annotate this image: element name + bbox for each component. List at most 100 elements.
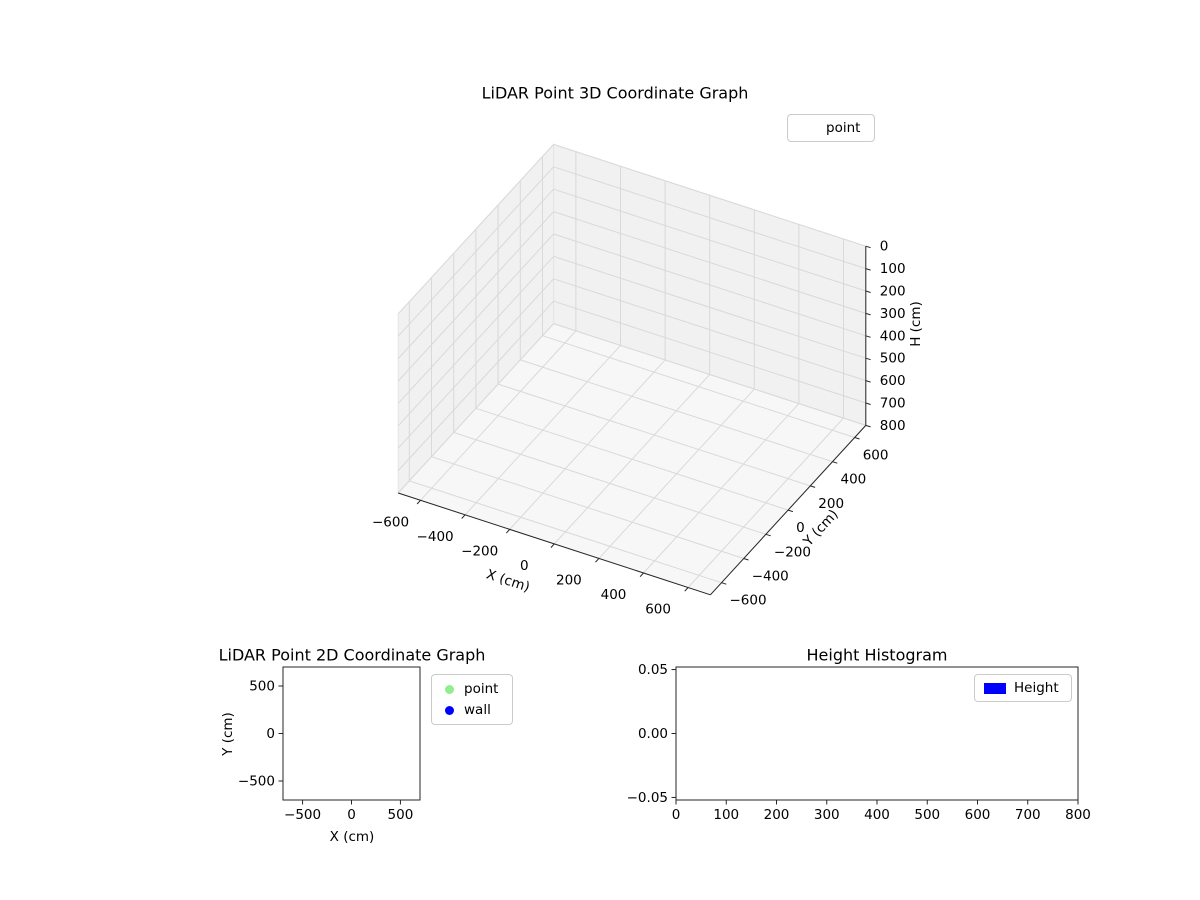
tick-mark xyxy=(865,424,871,428)
z-tick-label: 300 xyxy=(880,306,906,322)
x-tick-label: 400 xyxy=(864,807,890,823)
tick-mark xyxy=(865,245,871,249)
legend-label-wall: wall xyxy=(464,702,491,718)
x-tick-label: 0 xyxy=(520,558,529,574)
x-tick-label: −400 xyxy=(417,529,454,545)
tick-mark xyxy=(416,499,421,505)
grid-line-z xyxy=(397,278,554,449)
tick-mark xyxy=(865,357,871,361)
x-tick-label: 800 xyxy=(1065,807,1091,823)
y-tick-label: 0 xyxy=(796,520,805,536)
grid-line-y xyxy=(475,407,789,511)
tick-mark xyxy=(865,380,871,383)
histogram-title: Height Histogram xyxy=(806,645,948,665)
legend-item-height: Height xyxy=(984,680,1059,696)
legend-label-height: Height xyxy=(1014,680,1059,696)
x-tick-label: 600 xyxy=(965,807,991,823)
grid-line-y xyxy=(497,383,811,487)
grid-line-y xyxy=(542,335,855,438)
legend-item-wall: wall xyxy=(441,702,498,718)
tick-mark xyxy=(595,558,600,563)
grid-line-z xyxy=(397,323,554,494)
x-tick-label: 300 xyxy=(814,807,840,823)
tick-mark xyxy=(854,437,860,440)
y-tick-label: −500 xyxy=(238,774,275,790)
tick-mark xyxy=(765,533,771,537)
y-tick-label: −600 xyxy=(730,593,767,609)
grid-line-z xyxy=(553,255,866,359)
tick-mark xyxy=(639,572,644,578)
y-tick-label: 500 xyxy=(249,679,275,695)
y-tick-label: 400 xyxy=(841,472,867,488)
tick-mark xyxy=(550,543,555,548)
plot2d-legend: point wall xyxy=(431,674,514,725)
grid-line-z xyxy=(397,166,554,337)
grid-line-z xyxy=(553,188,866,292)
tick-mark xyxy=(865,268,871,271)
tick-mark xyxy=(787,509,794,513)
grid-line-z xyxy=(397,188,554,359)
grid-line-z xyxy=(397,211,554,382)
y-tick-label: −400 xyxy=(752,568,789,584)
grid-line-y xyxy=(409,480,722,584)
grid-line-z xyxy=(553,143,866,247)
plot3d-zlabel: H (cm) xyxy=(908,301,924,347)
z-tick-label: 800 xyxy=(880,418,906,434)
x-tick-label: 0 xyxy=(672,807,681,823)
grid-line-z xyxy=(397,233,554,404)
plot2d-ylabel: Y (cm) xyxy=(220,712,236,756)
tick-mark xyxy=(810,485,816,488)
x-tick-label: −600 xyxy=(372,514,409,530)
x-tick-label: 400 xyxy=(601,587,627,603)
height-swatch-icon xyxy=(984,682,1006,694)
plot2d-title: LiDAR Point 2D Coordinate Graph xyxy=(218,645,486,665)
y-tick-label: 200 xyxy=(818,496,844,512)
legend-item-point: point xyxy=(441,681,498,697)
legend-label-point: point xyxy=(826,120,861,136)
histogram-legend: Height xyxy=(974,674,1072,702)
x-tick-label: −500 xyxy=(284,807,321,823)
x-tick-label: 200 xyxy=(764,807,790,823)
y-tick-label: −200 xyxy=(774,544,811,560)
x-tick-label: 100 xyxy=(713,807,739,823)
tick-mark xyxy=(865,312,871,316)
grid-line-z xyxy=(553,323,866,426)
grid-line-z xyxy=(397,144,554,315)
grid-line-y xyxy=(520,359,833,463)
x-tick-label: 0 xyxy=(347,807,356,823)
plot3d-legend: point xyxy=(787,114,876,142)
grid-line-z xyxy=(553,166,866,270)
tick-mark xyxy=(865,402,871,405)
z-tick-label: 700 xyxy=(880,395,906,411)
plot3d-title: LiDAR Point 3D Coordinate Graph xyxy=(481,83,749,103)
grid-line-z xyxy=(553,300,866,404)
x-tick-label: 500 xyxy=(388,807,414,823)
tick-mark xyxy=(461,514,466,519)
y-tick-label: −0.05 xyxy=(627,790,668,806)
x-tick-label: 600 xyxy=(645,602,671,618)
grid-line-z xyxy=(553,211,866,314)
grid-line-y xyxy=(431,456,744,559)
tick-mark xyxy=(832,461,838,464)
y-tick-label: 0 xyxy=(266,726,275,742)
x-tick-label: 500 xyxy=(914,807,940,823)
tick-mark xyxy=(721,582,727,585)
y-tick-label: 600 xyxy=(863,447,889,463)
tick-mark xyxy=(684,587,689,592)
wall-marker-icon xyxy=(445,705,454,715)
grid-line-z xyxy=(553,278,866,382)
grid-line-z xyxy=(553,233,866,337)
z-tick-label: 500 xyxy=(880,351,906,367)
x-tick-label: 700 xyxy=(1015,807,1041,823)
point-marker-icon xyxy=(445,684,454,694)
z-tick-label: 100 xyxy=(880,261,906,277)
plot2d-xlabel: X (cm) xyxy=(329,829,375,845)
grid-line-z xyxy=(397,300,554,471)
tick-mark xyxy=(865,335,871,338)
tick-mark xyxy=(865,290,871,293)
grid-line-y xyxy=(453,432,767,535)
z-tick-label: 0 xyxy=(880,239,889,255)
tick-mark xyxy=(505,529,511,534)
z-tick-label: 600 xyxy=(880,373,906,389)
